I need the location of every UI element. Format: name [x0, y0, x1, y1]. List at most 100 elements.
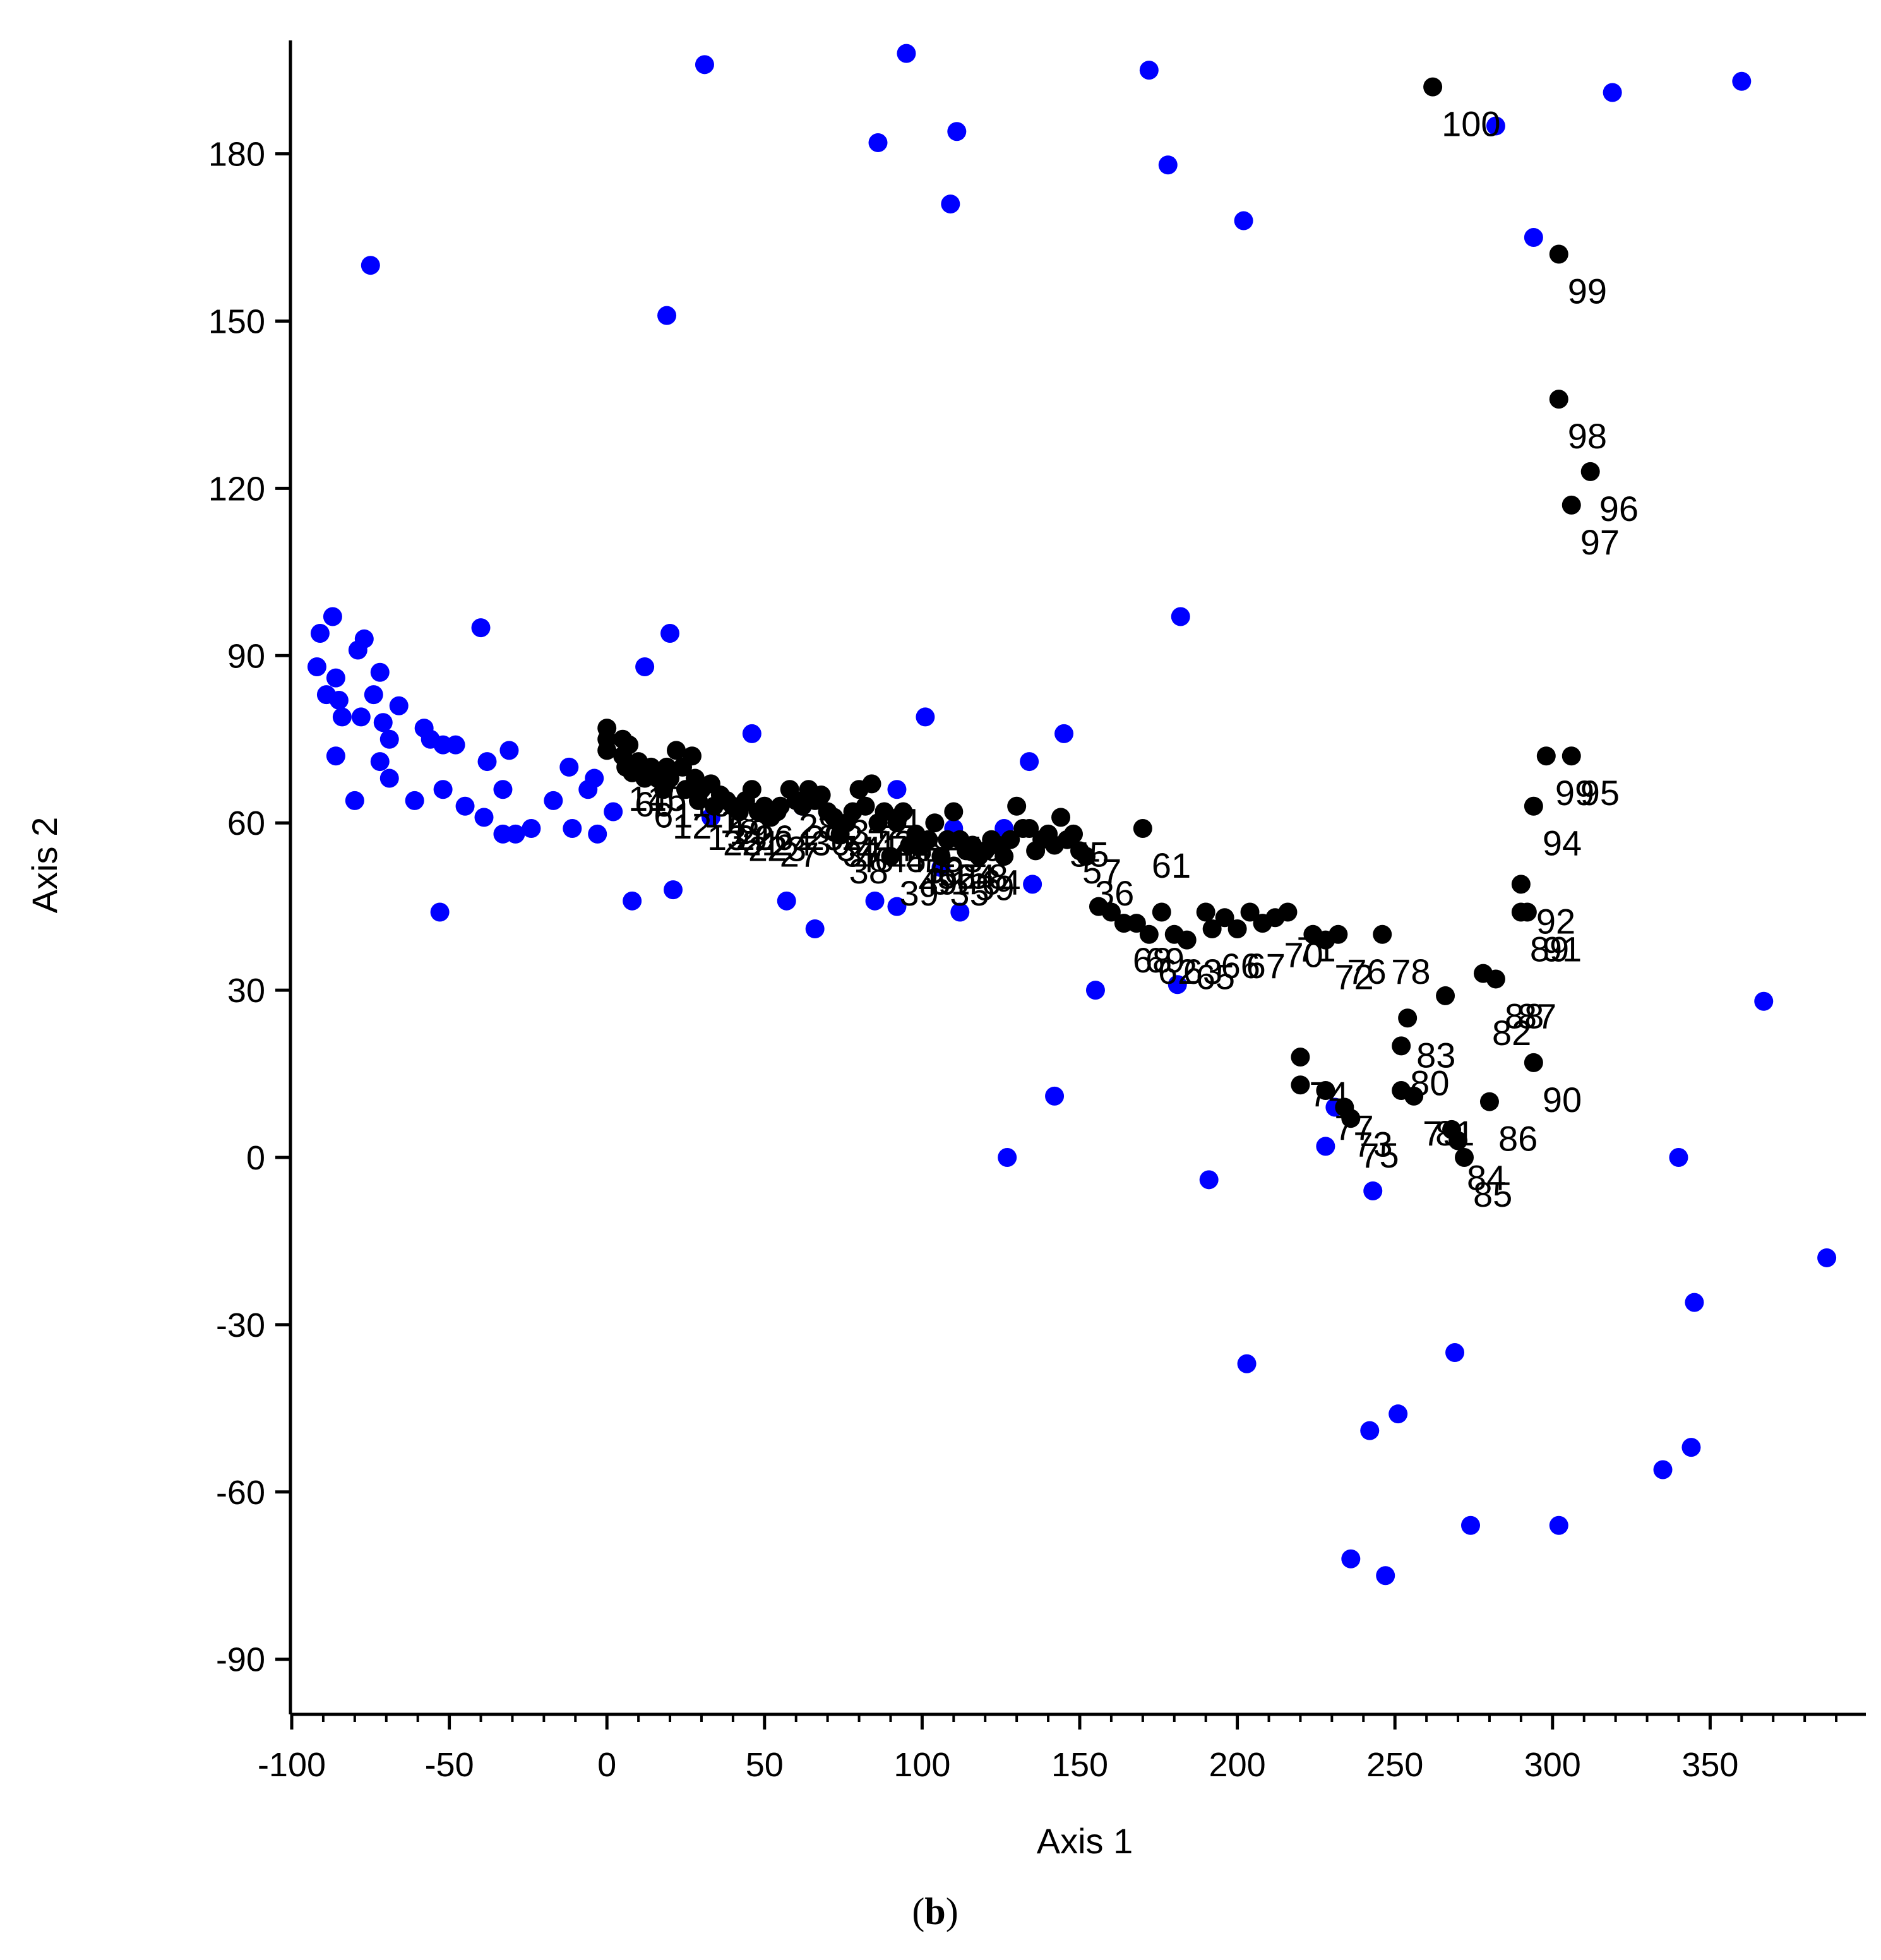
- point-label: 63: [1183, 952, 1222, 991]
- blue-data-point: [1549, 1515, 1568, 1535]
- point-label: 98: [1568, 416, 1607, 456]
- blue-data-point: [326, 668, 345, 688]
- blue-data-point: [1360, 1421, 1380, 1440]
- blue-data-point: [1376, 1566, 1395, 1586]
- black-data-point: [931, 847, 951, 866]
- black-data-point: [1240, 902, 1260, 922]
- point-label: 95: [1580, 773, 1620, 813]
- point-label: 76: [1347, 952, 1386, 991]
- point-label: 49: [918, 863, 957, 902]
- point-label: 66: [1221, 946, 1260, 986]
- blue-data-point: [695, 55, 714, 75]
- point-label: 61: [1152, 846, 1191, 885]
- y-tick-label: 30: [227, 972, 265, 1010]
- x-tick-label: 350: [1681, 1746, 1738, 1784]
- point-label: 15: [647, 779, 686, 818]
- point-label: 99: [1555, 773, 1594, 813]
- blue-data-point: [950, 902, 970, 922]
- blue-data-point: [1817, 1248, 1837, 1267]
- blue-data-point: [1603, 83, 1622, 102]
- blue-data-point: [1085, 981, 1105, 1000]
- blue-data-point: [887, 780, 907, 799]
- point-label: 21: [742, 823, 781, 863]
- blue-data-point: [455, 796, 475, 816]
- blue-data-point: [1199, 1170, 1219, 1190]
- x-tick-label: 50: [746, 1746, 784, 1784]
- black-data-point: [1511, 875, 1531, 894]
- blue-data-point: [660, 623, 680, 643]
- point-label: 12: [672, 806, 712, 846]
- blue-data-point: [1754, 991, 1774, 1011]
- point-label: 16: [691, 784, 731, 824]
- point-label: 56: [962, 829, 1001, 869]
- blue-data-point: [544, 791, 563, 810]
- point-label: 74: [1309, 1074, 1348, 1114]
- blue-data-point: [1445, 1343, 1465, 1363]
- blue-data-point: [1171, 607, 1190, 626]
- point-label: 26: [755, 818, 794, 858]
- blue-data-point: [307, 657, 326, 676]
- black-data-point: [1196, 902, 1215, 922]
- black-data-point: [1133, 819, 1152, 839]
- black-data-point: [742, 780, 761, 799]
- black-data-point: [1580, 462, 1600, 481]
- black-data-point: [856, 796, 875, 816]
- blue-data-point: [351, 707, 371, 727]
- point-label: 20: [736, 818, 775, 858]
- point-label: 99: [1568, 272, 1607, 311]
- black-data-point: [1215, 908, 1234, 928]
- blue-data-point: [389, 696, 409, 715]
- point-label: 32: [824, 818, 863, 858]
- black-data-point: [893, 802, 913, 822]
- black-data-point: [1291, 1075, 1310, 1095]
- point-label: 88: [1505, 996, 1544, 1036]
- y-tick-label: 60: [227, 804, 265, 842]
- point-label: 87: [1517, 996, 1556, 1036]
- blue-data-point: [664, 880, 683, 900]
- blue-data-point: [1685, 1293, 1704, 1312]
- blue-data-point: [310, 623, 330, 643]
- point-label: 81: [1435, 1113, 1474, 1153]
- black-data-point: [619, 735, 639, 755]
- blue-data-point: [635, 657, 655, 676]
- point-label: 45: [887, 840, 926, 880]
- x-tick-label: 150: [1051, 1746, 1108, 1784]
- blue-data-point: [474, 808, 494, 827]
- point-label: 41: [862, 829, 901, 869]
- black-data-point: [1051, 808, 1071, 827]
- blue-data-point: [370, 752, 390, 772]
- black-data-point: [1479, 1092, 1499, 1111]
- blue-series: [307, 44, 1837, 1586]
- point-label: 23: [767, 829, 806, 869]
- blue-data-point: [623, 891, 642, 911]
- point-label: 85: [1473, 1174, 1512, 1214]
- point-label: 14: [628, 779, 667, 818]
- black-data-point: [1139, 924, 1159, 944]
- blue-data-point: [1054, 724, 1074, 743]
- blue-data-point: [1363, 1181, 1383, 1200]
- point-label: 82: [1492, 1013, 1531, 1053]
- blue-data-point: [364, 685, 383, 705]
- black-data-point: [1064, 824, 1084, 844]
- point-label: 39: [899, 873, 938, 913]
- panel-label-close: ): [946, 1891, 958, 1932]
- blue-data-point: [506, 824, 525, 844]
- point-label: 79: [1423, 1113, 1462, 1153]
- x-tick-label: 0: [597, 1746, 616, 1784]
- point-label: 29: [805, 818, 844, 858]
- black-data-point: [667, 741, 686, 760]
- blue-data-point: [379, 768, 399, 788]
- x-tick-label: 100: [893, 1746, 950, 1784]
- blue-data-point: [1732, 71, 1752, 91]
- black-data-point: [1316, 1081, 1335, 1101]
- point-label: 22: [748, 829, 787, 869]
- point-label: 50: [924, 851, 964, 891]
- point-label: 72: [1334, 957, 1373, 997]
- x-tick-label: 250: [1366, 1746, 1423, 1784]
- black-data-point: [994, 847, 1014, 866]
- panel-label-letter: b: [924, 1891, 945, 1932]
- blue-data-point: [657, 306, 677, 325]
- blue-data-point: [1524, 228, 1543, 248]
- black-data-point: [1329, 924, 1348, 944]
